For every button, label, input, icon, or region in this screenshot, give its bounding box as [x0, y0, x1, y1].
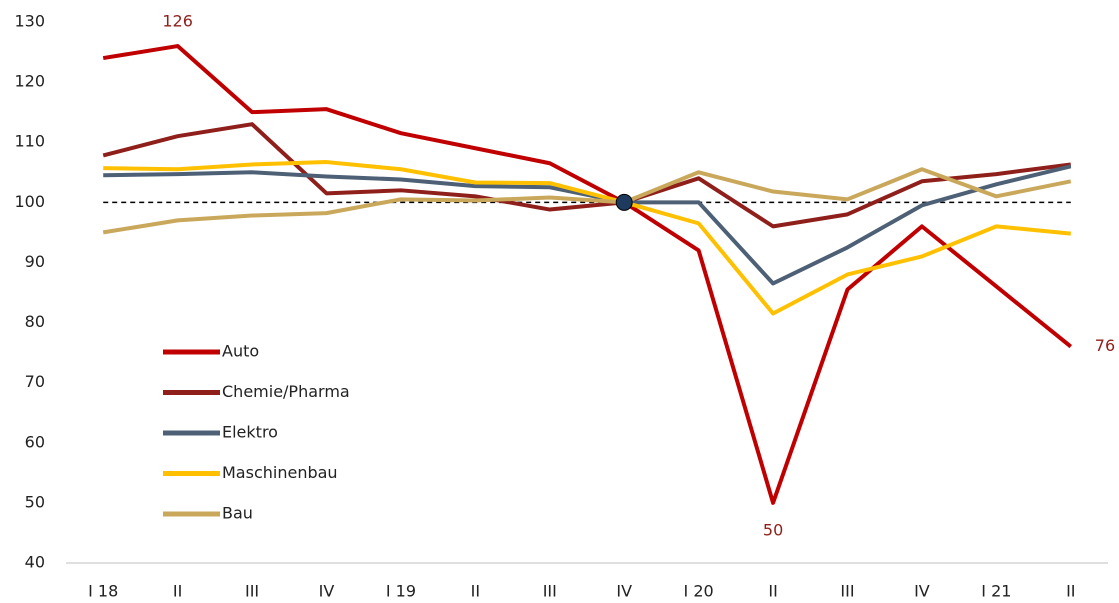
legend-label: Bau — [222, 504, 253, 523]
legend-label: Chemie/Pharma — [222, 382, 350, 401]
series-line — [103, 164, 1072, 286]
series-line — [102, 44, 1073, 505]
x-tick-label: I 19 — [386, 582, 416, 601]
x-tick-label: I 21 — [981, 582, 1011, 601]
y-tick-label: 130 — [14, 12, 45, 31]
y-tick-label: 50 — [25, 492, 45, 511]
y-tick-label: 120 — [14, 72, 45, 91]
y-tick-label: 60 — [25, 432, 45, 451]
x-tick-label: II — [173, 582, 182, 601]
x-tick-label: II — [768, 582, 777, 601]
legend-label: Maschinenbau — [222, 463, 338, 482]
series-line — [103, 160, 1071, 316]
x-tick-label: IV — [616, 582, 632, 601]
series-line — [102, 122, 1072, 229]
y-tick-label: 110 — [14, 132, 45, 151]
x-tick-label: III — [245, 582, 259, 601]
x-tick-label: II — [1066, 582, 1075, 601]
x-tick-label: III — [840, 582, 854, 601]
legend-label: Auto — [222, 342, 259, 361]
x-tick-label: IV — [914, 582, 930, 601]
x-tick-label: I 18 — [88, 582, 118, 601]
series-line — [102, 167, 1072, 235]
data-label: 50 — [763, 520, 783, 539]
y-tick-label: 70 — [25, 372, 45, 391]
y-tick-label: 80 — [25, 312, 45, 331]
y-tick-label: 40 — [25, 553, 45, 572]
x-tick-label: II — [471, 582, 480, 601]
highlight-point — [615, 193, 633, 211]
legend-label: Elektro — [222, 423, 278, 442]
x-tick-label: I 20 — [684, 582, 714, 601]
x-tick-label: III — [543, 582, 557, 601]
data-label: 126 — [162, 12, 193, 31]
data-label: 76 — [1095, 336, 1115, 355]
y-tick-label: 100 — [14, 192, 45, 211]
x-tick-label: IV — [319, 582, 335, 601]
y-tick-label: 90 — [25, 252, 45, 271]
